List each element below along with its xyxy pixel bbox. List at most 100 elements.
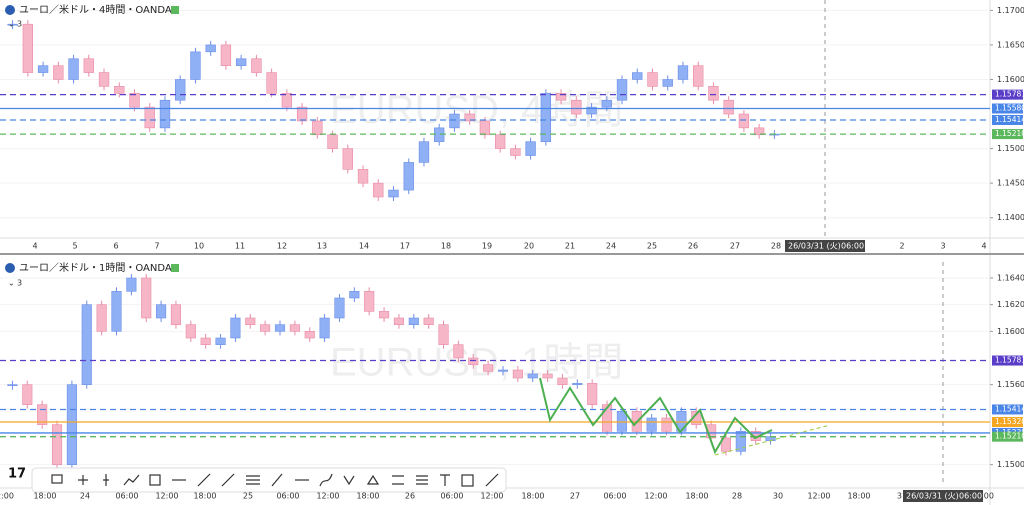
tool-icon[interactable] <box>485 473 499 487</box>
candle <box>274 324 286 332</box>
candle <box>738 113 750 129</box>
candle <box>114 86 125 94</box>
tool-icon[interactable] <box>123 474 140 486</box>
tool-icon[interactable] <box>78 475 88 485</box>
candle <box>379 311 390 319</box>
candle <box>156 304 167 319</box>
price-tag <box>992 404 1023 415</box>
tool-icon[interactable] <box>440 474 450 486</box>
price-tag-label: 1.15320 <box>995 417 1024 426</box>
y-tick-label: 1.14000 <box>997 213 1024 222</box>
candle <box>479 120 491 136</box>
x-tick-label: 18:00 <box>847 492 870 501</box>
tool-icon[interactable] <box>343 475 355 486</box>
candle <box>464 113 475 122</box>
tool-icon[interactable] <box>51 474 63 484</box>
x-tick-label: 12:00 <box>480 492 503 501</box>
tool-icon[interactable] <box>149 474 161 486</box>
tool-icon[interactable] <box>319 473 333 487</box>
tool-icon[interactable] <box>271 473 283 487</box>
candle <box>245 317 256 325</box>
candle <box>403 162 414 191</box>
candle <box>205 44 216 53</box>
x-tick-label: 4 <box>981 242 986 251</box>
flag-icon <box>171 264 179 272</box>
candle <box>393 317 404 325</box>
candle <box>53 65 64 80</box>
candle <box>586 106 597 115</box>
tool-icon[interactable] <box>392 475 404 485</box>
x-tick-label: 6 <box>113 242 118 251</box>
tool-icon[interactable] <box>416 475 428 485</box>
candle <box>81 304 92 385</box>
candle <box>312 120 323 136</box>
candle <box>364 291 375 312</box>
symbol-icon <box>5 263 15 273</box>
x-tick-label: 18:00 <box>521 492 544 501</box>
toolbar-icons <box>51 473 499 487</box>
candle <box>540 93 552 142</box>
x-tick-label: 28 <box>732 492 742 501</box>
y-tick-label: 1.15000 <box>997 460 1024 469</box>
candle <box>230 317 241 339</box>
x-tick-label: 18 <box>441 242 451 251</box>
candle <box>388 189 399 198</box>
y-tick-label: 1.16000 <box>997 327 1024 336</box>
y-tick-label: 1.16500 <box>997 40 1024 49</box>
price-tag <box>992 417 1023 427</box>
candle <box>327 134 338 149</box>
candle <box>304 331 315 339</box>
candle <box>235 58 247 66</box>
candle <box>296 106 308 122</box>
candle <box>37 65 49 73</box>
indicator-count[interactable]: 3 <box>17 279 22 288</box>
candle <box>497 369 509 372</box>
tool-icon[interactable] <box>197 473 211 487</box>
cursor-time: 06:00 <box>959 492 982 501</box>
candle <box>434 127 445 142</box>
indicator-count[interactable]: 3 <box>17 20 22 29</box>
x-tick-label: 13 <box>317 242 327 251</box>
x-tick-label: 30 <box>773 492 783 501</box>
candle <box>144 106 155 129</box>
price-tag <box>992 114 1023 125</box>
x-tick-label: 18:00 <box>33 492 56 501</box>
zigzag-drawing <box>539 377 773 455</box>
candle <box>349 291 360 299</box>
x-tick-label: 06:00 <box>603 492 626 501</box>
y-tick-label: 1.15000 <box>997 144 1024 153</box>
x-tick-label: 18:00 <box>193 492 216 501</box>
candle <box>512 369 523 379</box>
tool-icon[interactable] <box>221 473 235 487</box>
candle <box>542 373 553 379</box>
x-tick-label: 26 <box>688 242 698 251</box>
candle <box>357 169 369 184</box>
tool-icon[interactable] <box>246 475 260 485</box>
candle <box>423 317 434 325</box>
candle <box>708 86 719 101</box>
candle <box>37 404 48 425</box>
x-tick-label: 3 <box>940 242 945 251</box>
tool-icon[interactable] <box>366 474 380 485</box>
price-tag <box>992 103 1023 114</box>
tool-icon[interactable] <box>103 474 109 486</box>
candle <box>720 437 732 452</box>
candle <box>51 424 63 465</box>
candle <box>510 148 521 156</box>
x-tick-label: 26 <box>405 492 415 501</box>
candle <box>753 127 765 136</box>
price-tag-label: 1.15580 <box>995 104 1024 113</box>
x-tick-label: 4 <box>32 242 37 251</box>
price-tag-label: 1.15781 <box>995 90 1024 99</box>
candle <box>215 337 226 345</box>
candle <box>723 99 734 115</box>
candle <box>601 404 613 432</box>
candle <box>175 79 186 101</box>
price-tag <box>992 89 1023 100</box>
candle <box>661 417 672 432</box>
x-tick-label: 20 <box>524 242 534 251</box>
candle <box>632 72 643 80</box>
tool-icon[interactable] <box>461 474 474 487</box>
